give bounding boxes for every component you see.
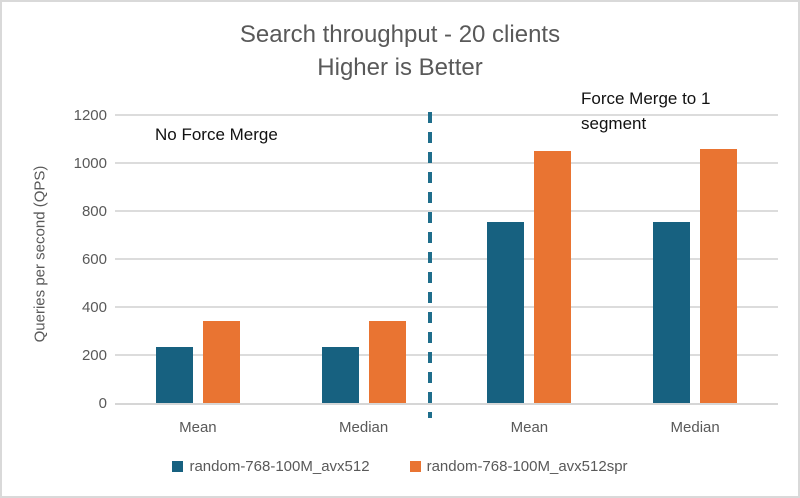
y-tick-label: 0 bbox=[98, 395, 107, 412]
bar-median-series1 bbox=[321, 346, 359, 403]
y-tick-label: 1000 bbox=[73, 155, 107, 172]
legend-swatch-icon bbox=[172, 461, 184, 472]
y-tick-label: 400 bbox=[81, 299, 107, 316]
chart-title-block: Search throughput - 20 clients Higher is… bbox=[2, 18, 798, 84]
gridline bbox=[115, 210, 778, 212]
legend-swatch-icon bbox=[409, 461, 421, 472]
bar-median-series2 bbox=[368, 321, 406, 403]
force-merge-divider-line bbox=[428, 112, 432, 418]
legend-label: random-768-100M_avx512spr bbox=[426, 458, 628, 475]
bar-median-series1 bbox=[653, 221, 691, 403]
chart-subtitle: Higher is Better bbox=[317, 54, 483, 81]
gridline bbox=[115, 162, 778, 164]
legend-item: random-768-100M_avx512spr bbox=[409, 458, 628, 475]
gridline bbox=[115, 354, 778, 356]
bar-mean-series2 bbox=[534, 151, 572, 403]
x-axis-line bbox=[115, 403, 778, 405]
legend-label: random-768-100M_avx512 bbox=[189, 458, 370, 475]
legend-item: random-768-100M_avx512 bbox=[172, 458, 370, 475]
x-category-label: Mean bbox=[179, 419, 217, 436]
legend: random-768-100M_avx512 random-768-100M_av… bbox=[2, 458, 798, 475]
annotation-force-merge-to-1-segment: Force Merge to 1 segment bbox=[581, 89, 711, 133]
y-tick-label: 1200 bbox=[73, 107, 107, 124]
y-axis-title: Queries per second (QPS) bbox=[31, 165, 49, 343]
x-category-label: Median bbox=[670, 419, 720, 436]
x-category-label: Median bbox=[339, 419, 389, 436]
gridline bbox=[115, 306, 778, 308]
gridline bbox=[115, 114, 778, 116]
y-tick-label: 600 bbox=[81, 251, 107, 268]
chart-title: Search throughput - 20 clients bbox=[239, 21, 561, 48]
plot-area bbox=[115, 114, 778, 405]
x-category-label: Mean bbox=[510, 419, 549, 436]
bar-median-series2 bbox=[700, 148, 738, 403]
annotation-no-force-merge: No Force Merge bbox=[155, 125, 278, 144]
gridline bbox=[115, 258, 778, 260]
y-tick-label: 200 bbox=[81, 347, 107, 364]
bar-mean-series2 bbox=[202, 321, 240, 403]
bar-mean-series1 bbox=[155, 346, 193, 403]
y-tick-label: 800 bbox=[81, 203, 107, 220]
bar-mean-series1 bbox=[487, 221, 525, 403]
